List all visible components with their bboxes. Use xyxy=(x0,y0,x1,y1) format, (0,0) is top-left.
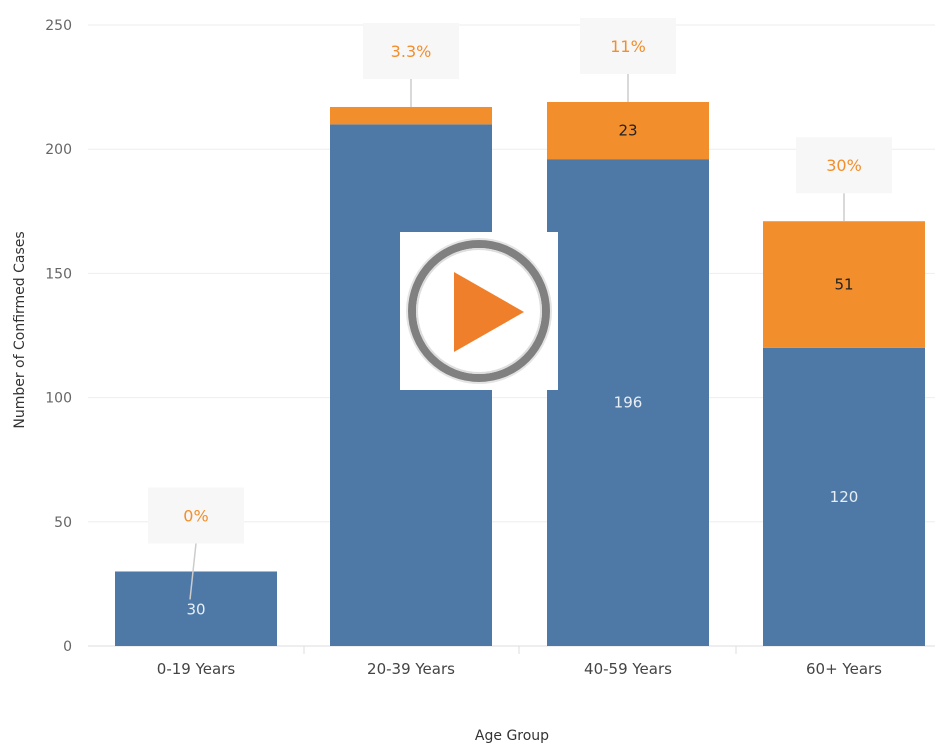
x-axis-title: Age Group xyxy=(475,728,549,744)
x-category-label: 20-39 Years xyxy=(367,660,455,678)
bar-value-label: 120 xyxy=(830,488,859,506)
bar-value-label: 196 xyxy=(614,394,643,412)
play-icon[interactable] xyxy=(400,232,558,390)
y-tick-label: 50 xyxy=(54,515,72,531)
percent-label: 3.3% xyxy=(391,42,432,61)
callout-leader-line xyxy=(189,543,197,600)
bar-top xyxy=(330,106,492,125)
y-tick-label: 200 xyxy=(45,142,72,158)
y-axis-ticks: 0 50 100 150 200 250 xyxy=(45,18,72,655)
bar-top xyxy=(763,221,925,348)
y-tick-label: 0 xyxy=(63,639,72,655)
x-axis-categories: 0-19 Years 20-39 Years 40-59 Years 60+ Year… xyxy=(157,646,882,678)
bar-value-label: 30 xyxy=(186,601,205,619)
bar-base xyxy=(547,159,709,647)
bar-value-label: 51 xyxy=(834,276,853,294)
callout-box xyxy=(363,22,459,79)
percent-label: 30% xyxy=(826,156,862,175)
video-play-overlay[interactable] xyxy=(400,232,558,390)
bar-base xyxy=(763,347,925,646)
y-axis-title: Number of Confirmed Cases xyxy=(12,231,28,428)
bar-value-label: 23 xyxy=(618,122,637,140)
x-category-label: 40-59 Years xyxy=(584,660,672,678)
bar-base xyxy=(115,571,277,646)
y-tick-label: 250 xyxy=(45,18,72,34)
y-tick-label: 100 xyxy=(45,391,72,407)
percent-label: 0% xyxy=(183,506,208,525)
x-category-label: 0-19 Years xyxy=(157,660,236,678)
bar-top xyxy=(547,102,709,160)
y-tick-label: 150 xyxy=(45,266,72,282)
x-category-label: 60+ Years xyxy=(806,660,882,678)
callout-box xyxy=(796,137,892,194)
callout-box xyxy=(148,487,244,544)
percent-label: 11% xyxy=(610,37,646,56)
callout-box xyxy=(580,18,676,75)
